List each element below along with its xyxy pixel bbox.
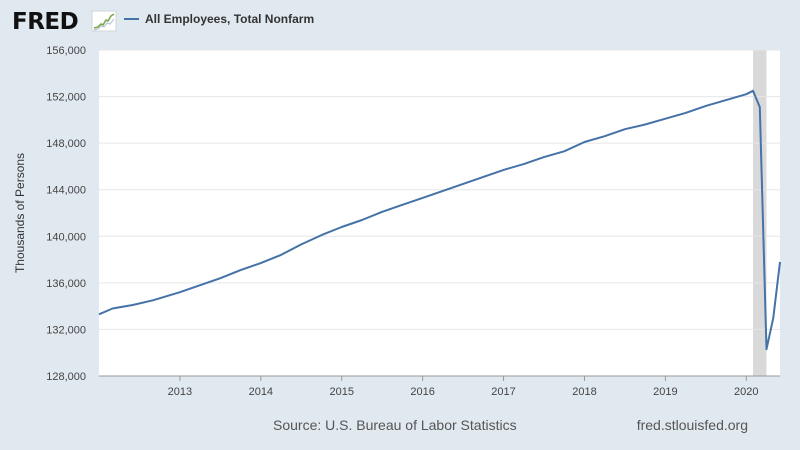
x-axis: 2013 2014 2015 2016 2017 2018 2019 2020 — [168, 376, 759, 398]
source-note: Source: U.S. Bureau of Labor Statistics — [273, 417, 517, 433]
y-tick-label: 148,000 — [46, 138, 86, 150]
y-tick-label: 156,000 — [46, 45, 86, 57]
y-tick-label: 152,000 — [46, 92, 86, 104]
recession-shading — [753, 50, 767, 376]
fred-logo[interactable]: FRED — [12, 7, 122, 35]
x-tick-label: 2018 — [572, 386, 596, 398]
y-tick-label: 144,000 — [46, 185, 86, 197]
line-graph-icon — [91, 10, 117, 32]
recession-shade-0 — [753, 50, 767, 376]
x-tick-label: 2014 — [249, 386, 273, 398]
x-tick-label: 2013 — [168, 386, 192, 398]
site-link[interactable]: fred.stlouisfed.org — [636, 417, 748, 433]
fred-logo-text: FRED — [12, 9, 78, 35]
y-tick-label: 128,000 — [46, 371, 86, 383]
x-tick-label: 2019 — [653, 386, 677, 398]
legend-label: All Employees, Total Nonfarm — [145, 12, 315, 26]
y-axis: 128,000 132,000 136,000 140,000 144,000 148,0… — [46, 45, 86, 383]
y-tick-label: 132,000 — [46, 324, 86, 336]
plot-area — [99, 50, 780, 376]
y-tick-label: 136,000 — [46, 278, 86, 290]
series-group — [98, 89, 781, 351]
y-tick-label: 140,000 — [46, 231, 86, 243]
x-tick-label: 2015 — [329, 386, 353, 398]
gridlines — [99, 49, 780, 377]
x-tick-label: 2020 — [734, 386, 758, 398]
y-axis-title: Thousands of Persons — [13, 153, 27, 273]
x-tick-label: 2016 — [410, 386, 434, 398]
series-line-0 — [98, 89, 781, 351]
legend-swatch — [124, 18, 139, 20]
x-tick-label: 2017 — [491, 386, 515, 398]
chart-legend: All Employees, Total Nonfarm — [124, 12, 314, 26]
